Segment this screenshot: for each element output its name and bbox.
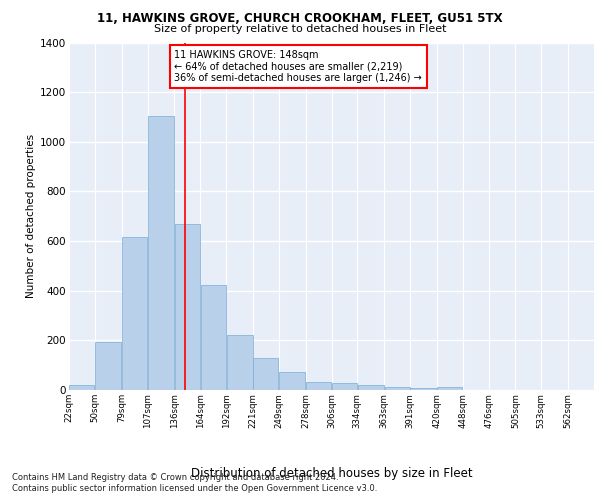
Bar <box>279 372 305 390</box>
Bar <box>70 385 94 390</box>
Bar <box>175 224 200 390</box>
Bar <box>227 336 253 390</box>
Bar <box>437 387 463 390</box>
Y-axis label: Number of detached properties: Number of detached properties <box>26 134 36 298</box>
Bar <box>410 388 436 390</box>
Text: 11, HAWKINS GROVE, CHURCH CROOKHAM, FLEET, GU51 5TX: 11, HAWKINS GROVE, CHURCH CROOKHAM, FLEE… <box>97 12 503 26</box>
Text: Size of property relative to detached houses in Fleet: Size of property relative to detached ho… <box>154 24 446 34</box>
Text: Contains HM Land Registry data © Crown copyright and database right 2024.: Contains HM Land Registry data © Crown c… <box>12 472 338 482</box>
Bar <box>358 385 384 390</box>
Bar <box>95 342 121 390</box>
Text: 11 HAWKINS GROVE: 148sqm
← 64% of detached houses are smaller (2,219)
36% of sem: 11 HAWKINS GROVE: 148sqm ← 64% of detach… <box>175 50 422 83</box>
Bar <box>148 116 174 390</box>
X-axis label: Distribution of detached houses by size in Fleet: Distribution of detached houses by size … <box>191 466 472 479</box>
Bar <box>122 238 147 390</box>
Text: Contains public sector information licensed under the Open Government Licence v3: Contains public sector information licen… <box>12 484 377 493</box>
Bar <box>200 284 226 390</box>
Bar <box>253 358 278 390</box>
Bar <box>385 387 410 390</box>
Bar <box>306 382 331 390</box>
Bar <box>332 382 357 390</box>
